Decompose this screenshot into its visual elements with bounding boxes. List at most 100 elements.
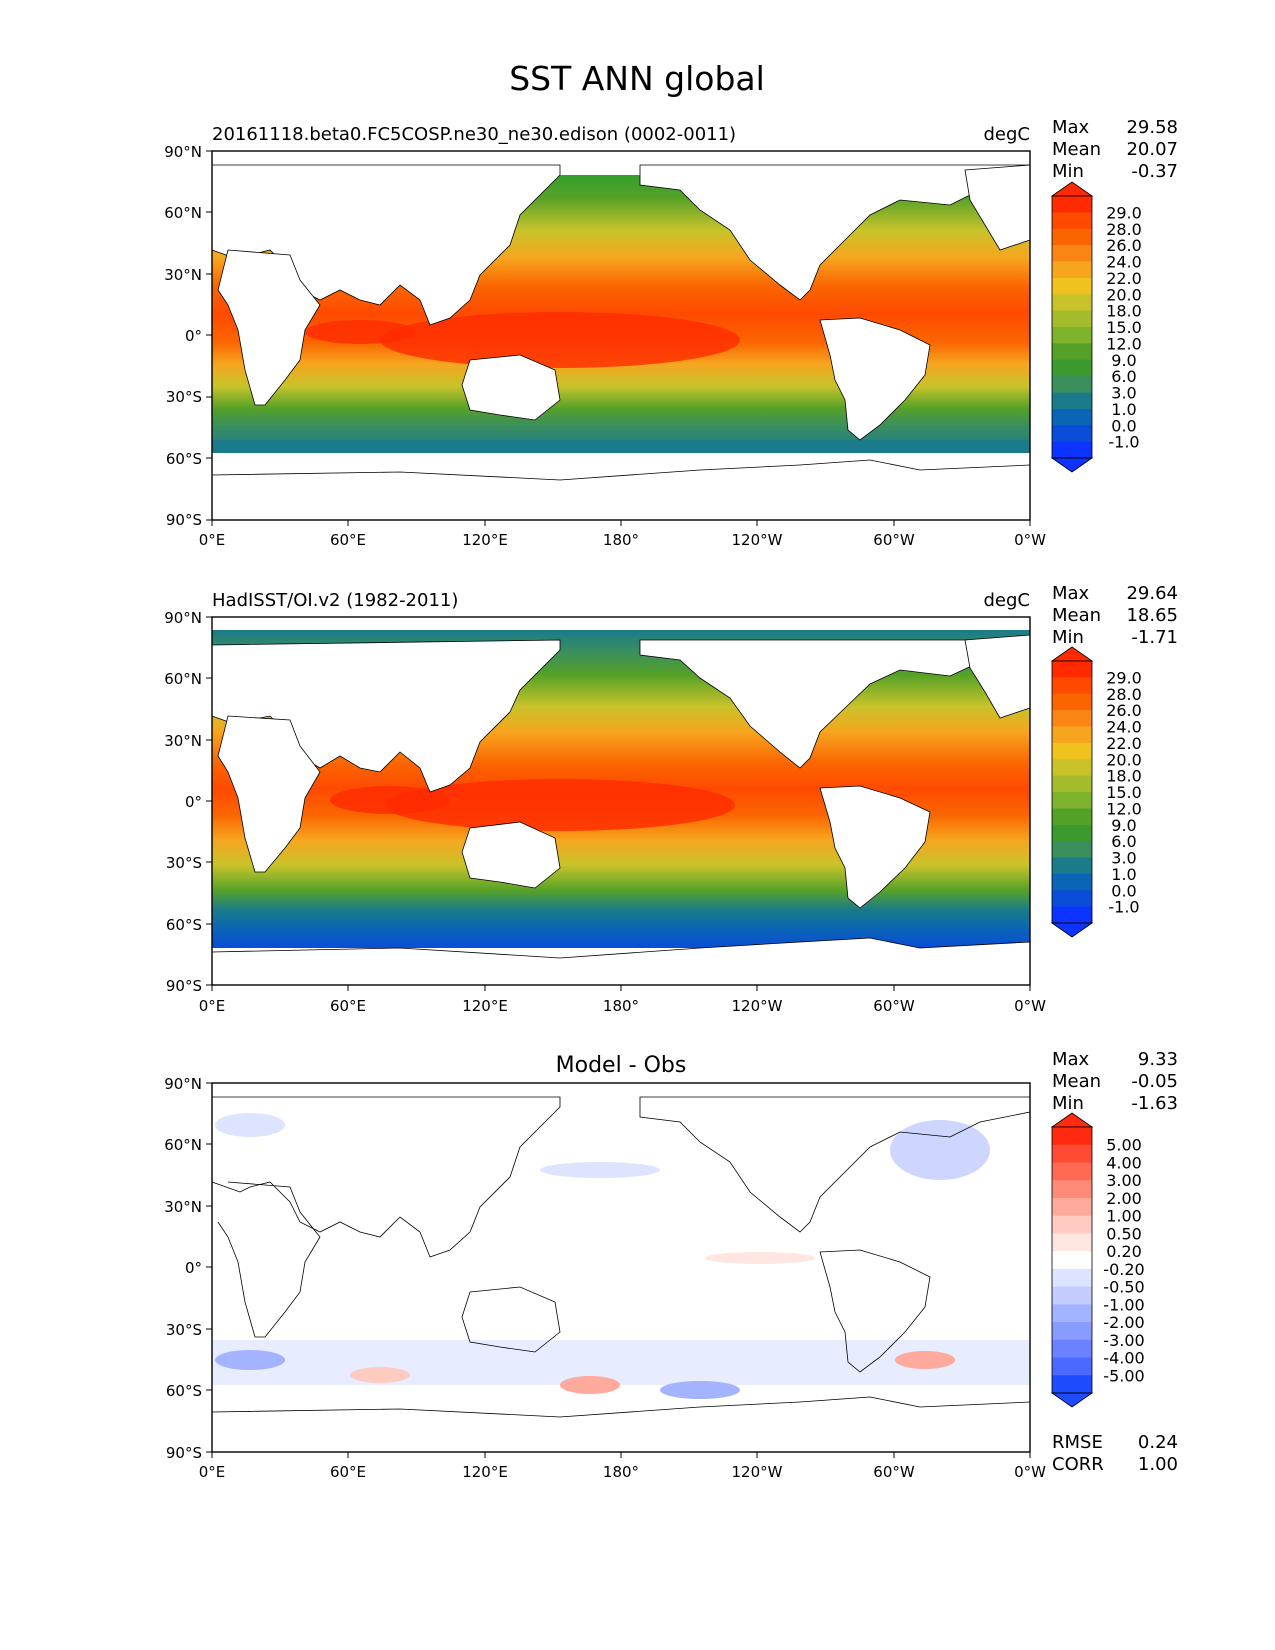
stat-value: 29.64 [1126, 583, 1178, 604]
colorbar-segment [1052, 1180, 1092, 1199]
colorbar-level-label: 22.0 [1106, 269, 1142, 288]
panel-model-title: 20161118.beta0.FC5COSP.ne30_ne30.edison … [212, 124, 736, 145]
colorbar-extend-min [1050, 457, 1094, 473]
panel-diff-extra-stats: RMSE 0.24 CORR 1.00 [1052, 1432, 1178, 1475]
colorbar-level-label: 1.00 [1106, 1207, 1142, 1226]
colorbar-level-label: -0.20 [1103, 1260, 1144, 1279]
colorbar-segment [1052, 890, 1092, 908]
stat-label: Min [1052, 1093, 1084, 1114]
australia [461, 821, 561, 889]
colorbar-extend-max [1050, 646, 1094, 662]
lon-tick: 180° [603, 1463, 639, 1481]
pos-anomaly [705, 1252, 815, 1264]
colorbar-segment [1052, 1286, 1092, 1305]
panel-obs-tick-marks [206, 616, 1031, 991]
lon-tick: 60°W [873, 531, 915, 549]
southern-anomaly-band [212, 1340, 1030, 1385]
colorbar-level-label: 9.0 [1111, 816, 1136, 835]
stat-label: Max [1052, 583, 1090, 604]
colorbar-level-label: 28.0 [1106, 220, 1142, 239]
panel-diff: Model - Obs [164, 1049, 1178, 1481]
eurasia [211, 1096, 561, 1258]
colorbar-segment [1052, 742, 1092, 760]
colorbar-segment [1052, 261, 1092, 279]
stat-label: Min [1052, 161, 1084, 182]
australia [461, 1286, 561, 1353]
warm-pool-indian [305, 320, 415, 344]
colorbar-segment [1052, 710, 1092, 727]
lon-tick: 120°E [462, 1463, 508, 1481]
continents [211, 1096, 1031, 1418]
colorbar-level-label: -1.00 [1103, 1295, 1144, 1314]
colorbar-segment [1052, 212, 1092, 230]
panel-model-map [211, 150, 1031, 521]
lat-tick: 60°N [164, 204, 202, 222]
stat-label: Min [1052, 627, 1084, 648]
colorbar-level-label: 1.0 [1111, 865, 1136, 884]
africa [217, 1181, 321, 1338]
stat-value: 18.65 [1126, 605, 1178, 626]
stat-label: Mean [1052, 605, 1101, 626]
lat-tick: 60°N [164, 1136, 202, 1154]
colorbar-extend-max [1050, 181, 1094, 197]
colorbar-segment [1052, 1233, 1092, 1252]
colorbar-segment [1052, 310, 1092, 328]
lat-tick: 0° [185, 1259, 202, 1277]
neg-anomaly [215, 1350, 285, 1370]
lon-tick: 180° [603, 997, 639, 1015]
colorbar-level-label: 3.00 [1106, 1171, 1142, 1190]
stat-label: CORR [1052, 1454, 1104, 1475]
colorbar-level-label: 12.0 [1106, 334, 1142, 353]
colorbar-segment [1052, 228, 1092, 246]
stat-value: -0.05 [1131, 1071, 1178, 1092]
colorbar-segment [1052, 376, 1092, 393]
colorbar-frame [1051, 660, 1093, 924]
lat-tick: 30°S [166, 854, 202, 872]
colorbar-segment [1052, 1322, 1092, 1341]
panel-model-units: degC [984, 124, 1031, 145]
anomaly-patches [212, 1113, 1030, 1399]
colorbar-level-label: -2.00 [1103, 1313, 1144, 1332]
pos-anomaly [895, 1351, 955, 1369]
colorbar-level-label: 28.0 [1106, 685, 1142, 704]
colorbar-level-label: 0.50 [1106, 1224, 1142, 1243]
lat-tick: 60°S [166, 916, 202, 934]
lat-tick: 0° [185, 793, 202, 811]
panel-obs-stats: Max 29.64 Mean 18.65 Min -1.71 [1052, 583, 1178, 648]
lon-tick: 120°W [732, 1463, 783, 1481]
colorbar-segment [1052, 1339, 1092, 1359]
antarctica [211, 1396, 1031, 1418]
panel-diff-lon-ticks: 0°E 60°E 120°E 180° 120°W 60°W 0°W [199, 1463, 1046, 1481]
lon-tick: 180° [603, 531, 639, 549]
panel-diff-map [211, 1082, 1031, 1453]
colorbar-level-label: 0.20 [1106, 1242, 1142, 1261]
colorbar-segment [1052, 1268, 1092, 1288]
stat-label: Max [1052, 117, 1090, 138]
colorbar-level-label: 2.00 [1106, 1189, 1142, 1208]
colorbar-level-label: 12.0 [1106, 799, 1142, 818]
panel-model-colorbar: 29.028.026.024.022.020.018.015.012.09.06… [1050, 181, 1142, 473]
colorbar-segment [1052, 873, 1092, 891]
panel-diff-lat-ticks: 90°N 60°N 30°N 0° 30°S 60°S 90°S [164, 1075, 202, 1462]
colorbar-level-label: 22.0 [1106, 734, 1142, 753]
colorbar-segment [1052, 759, 1092, 777]
lon-tick: 120°E [462, 531, 508, 549]
colorbar-segment [1052, 359, 1092, 377]
colorbar-level-label: -0.50 [1103, 1278, 1144, 1297]
colorbar-level-label: -1.0 [1108, 898, 1139, 917]
stat-value: 29.58 [1126, 117, 1178, 138]
colorbar-level-label: 15.0 [1106, 783, 1142, 802]
lat-tick: 30°N [164, 1198, 202, 1216]
lat-tick: 90°S [166, 977, 202, 995]
colorbar-segment [1052, 792, 1092, 809]
lon-tick: 60°E [330, 997, 366, 1015]
colorbar-segment [1052, 906, 1092, 924]
colorbar-segment [1052, 661, 1092, 678]
lon-tick: 60°W [873, 997, 915, 1015]
colorbar-level-label: 3.0 [1111, 384, 1136, 403]
lat-tick: 90°S [166, 511, 202, 529]
lat-tick: 60°N [164, 670, 202, 688]
colorbar-segment [1052, 824, 1092, 842]
southern-ocean-band [212, 440, 1030, 453]
